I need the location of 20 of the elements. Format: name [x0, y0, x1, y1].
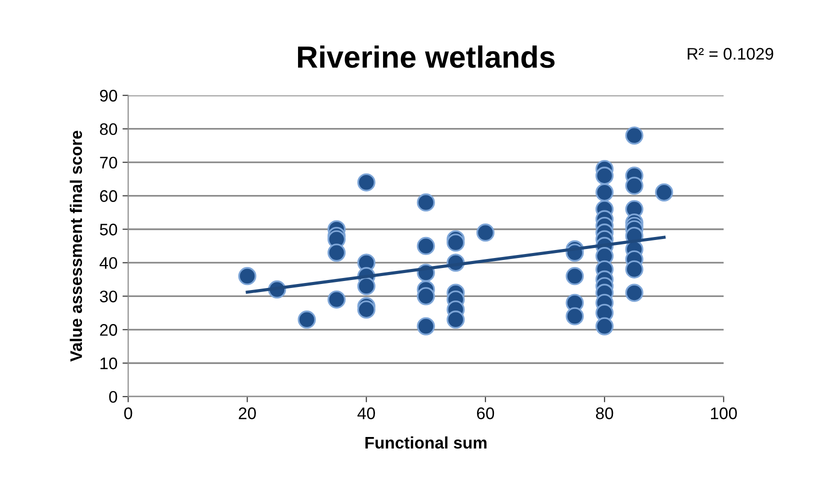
y-tick-label: 0 [109, 390, 118, 403]
x-axis-title: Functional sum [365, 436, 486, 449]
x-tick-label: 80 [596, 407, 614, 420]
y-tick-label: 80 [100, 123, 118, 136]
y-tick-label: 30 [100, 290, 118, 302]
y-tick-label: 70 [100, 156, 118, 169]
x-tick-label: 20 [238, 407, 256, 420]
y-tick-label: 10 [100, 358, 118, 370]
y-tick-label: 40 [100, 257, 118, 269]
y-tick-label: 90 [100, 90, 118, 102]
y-tick-label: 60 [100, 190, 118, 202]
chart-title: Riverine wetlands [298, 45, 555, 68]
x-tick-label: 0 [124, 407, 132, 420]
text: R² = 0.1029 [688, 48, 774, 60]
y-tick-label: 50 [100, 224, 118, 236]
y-tick-label: 20 [100, 324, 118, 336]
y-axis-title: Value assessment final score [70, 130, 82, 362]
x-tick-label: 100 [710, 407, 737, 420]
x-tick-label: 60 [477, 407, 494, 420]
x-tick-label: 40 [357, 407, 375, 420]
